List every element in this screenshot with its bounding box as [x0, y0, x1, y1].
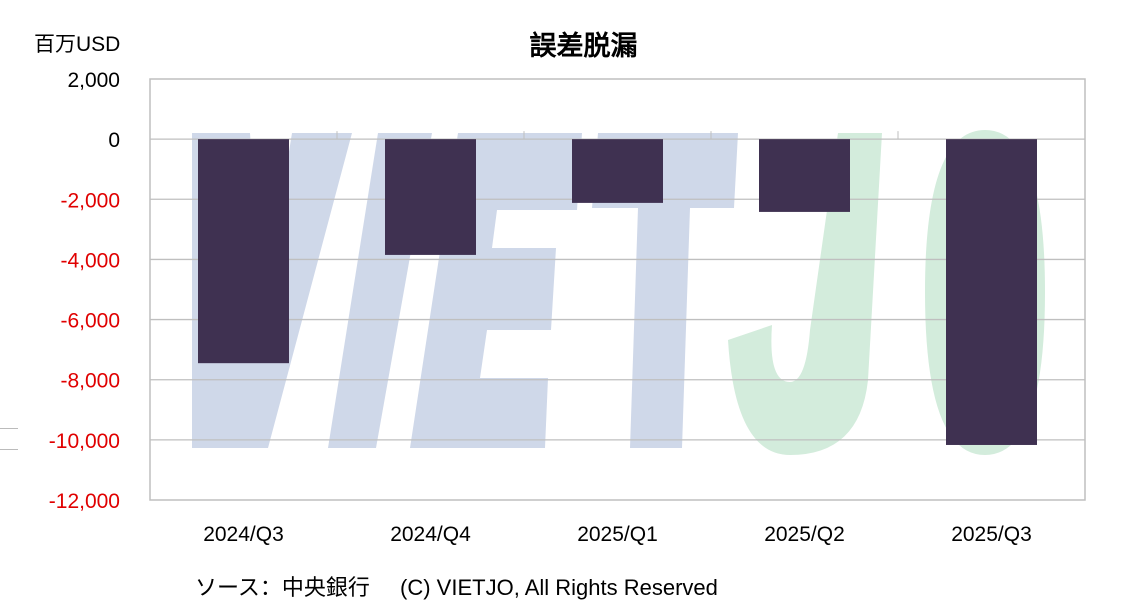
- bar-2024-q4: [385, 139, 476, 255]
- bar-2025-q2: [759, 139, 850, 212]
- y-tick-label: -10,000: [49, 430, 120, 453]
- y-tick-label: 2,000: [67, 69, 120, 92]
- watermark-logo-t: [592, 133, 738, 448]
- y-axis-unit-label: 百万USD: [34, 33, 121, 56]
- x-tick-label: 2025/Q1: [577, 523, 658, 546]
- left-edge-marks: [0, 428, 18, 470]
- source-label: ソース：中央銀行: [195, 575, 370, 600]
- bar-2025-q3: [946, 139, 1037, 445]
- y-tick-label: -2,000: [60, 189, 120, 212]
- chart-title: 誤差脱漏: [529, 31, 638, 61]
- x-tick-label: 2025/Q2: [764, 523, 845, 546]
- bar-2025-q1: [572, 139, 663, 203]
- copyright-label: (C) VIETJO, All Rights Reserved: [400, 575, 718, 600]
- bar-2024-q3: [198, 139, 289, 364]
- x-tick-label: 2024/Q4: [390, 523, 471, 546]
- y-tick-label: 0: [108, 129, 120, 152]
- watermark-logo-j: [728, 133, 882, 455]
- x-tick-label: 2025/Q3: [951, 523, 1032, 546]
- chart-footer: ソース：中央銀行 (C) VIETJO, All Rights Reserved: [195, 570, 742, 602]
- y-tick-label: -12,000: [49, 490, 120, 513]
- y-tick-label: -6,000: [60, 310, 120, 333]
- y-tick-label: -4,000: [60, 249, 120, 272]
- x-tick-label: 2024/Q3: [203, 523, 284, 546]
- y-tick-label: -8,000: [60, 370, 120, 393]
